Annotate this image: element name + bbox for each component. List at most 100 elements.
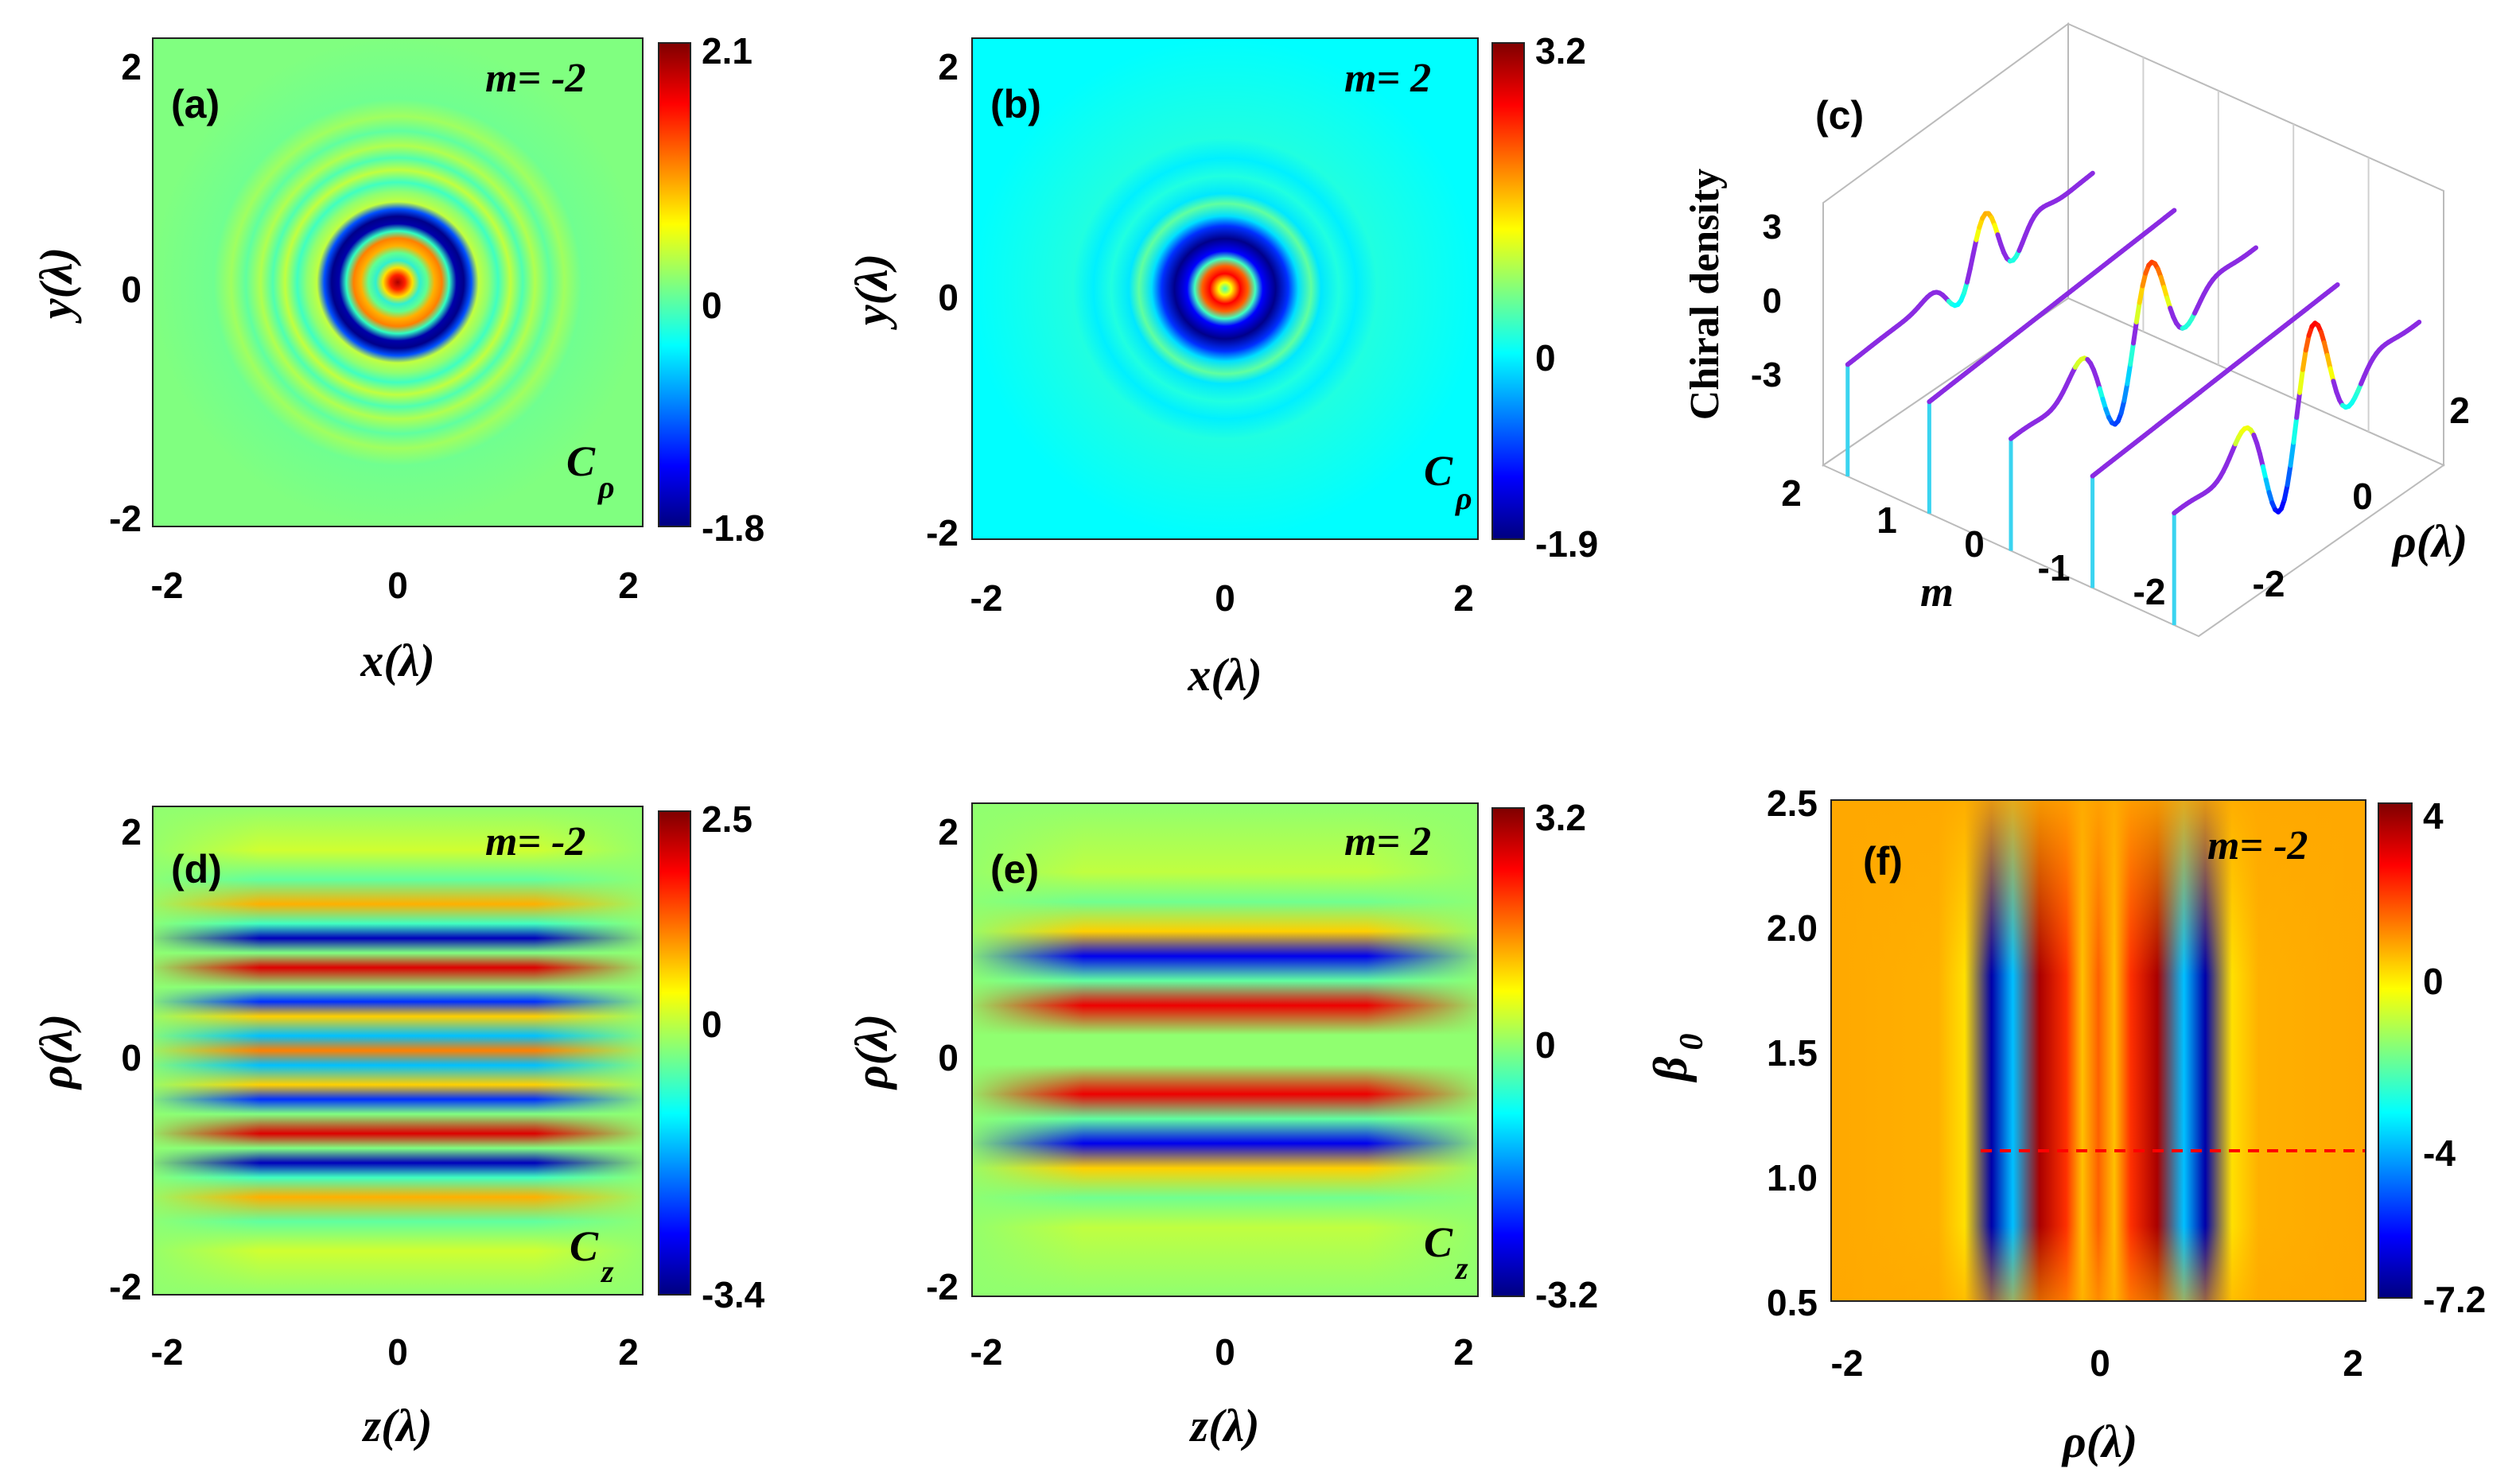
curve-m-2 [2086, 170, 2095, 178]
svg-text:ρ: ρ [597, 469, 615, 505]
cbar-tick-d-zero: 0 [702, 1004, 722, 1045]
plot-frame-f [1830, 799, 2366, 1302]
cbar-tick-a-min: -1.8 [702, 507, 764, 549]
panel-b: (b) m= 2 C ρ 2 0 -2 -2 0 2 x(λ) y(λ) 3.2… [846, 30, 1598, 701]
svg-text:z: z [1454, 1250, 1468, 1286]
curve-m-0 [2131, 320, 2139, 346]
heatmap-a [153, 38, 643, 526]
cbar-tick-f-4: 4 [2423, 795, 2444, 837]
cbar-tick-d-min: -3.4 [702, 1274, 765, 1315]
annotation-e: m= 2 [1344, 819, 1431, 864]
ylabel-b: y(λ) [846, 254, 897, 330]
cbar-tick-b-max: 3.2 [1535, 30, 1586, 72]
cbar-tick-a-zero: 0 [702, 285, 722, 326]
curve-m--2 [2281, 482, 2290, 503]
xtick-f-left: -2 [1831, 1342, 1864, 1384]
xtick-e-right: 2 [1453, 1331, 1474, 1373]
svg-text:ρ: ρ [1455, 480, 1472, 516]
xlabel-d: z(λ) [362, 1400, 433, 1451]
ytick-a-top: 2 [121, 46, 142, 87]
cbar-tick-e-zero: 0 [1535, 1024, 1556, 1066]
xtick-a-mid: 0 [387, 565, 408, 606]
curve-m--2 [2297, 367, 2305, 395]
heatmap-f-fade [1831, 800, 2366, 1301]
xtick-b-left: -2 [970, 577, 1003, 619]
ytick-d-mid: 0 [121, 1037, 142, 1078]
annotation-a: m= -2 [485, 56, 585, 101]
svg-text:C: C [1424, 447, 1453, 495]
curve-m-0 [2137, 283, 2145, 305]
mtick-c-m1: -1 [2038, 547, 2071, 589]
ztick-c-3: 3 [1763, 208, 1782, 247]
ytick-f-2p0: 2.0 [1767, 907, 1818, 949]
plot-frame-a [152, 37, 644, 527]
curve-m-0 [2133, 300, 2142, 325]
curve-m--1 [2331, 282, 2340, 290]
ytick-e-mid: 0 [938, 1037, 959, 1078]
panel-d: (d) m= -2 C z 2 0 -2 -2 0 2 z(λ) ρ(λ) 2.… [30, 798, 765, 1451]
ytick-f-0p5: 0.5 [1767, 1282, 1818, 1323]
ytick-e-top: 2 [938, 811, 959, 853]
xlabel-c: m [1920, 568, 1954, 616]
mtick-c-2: 2 [1781, 472, 1802, 514]
curve-m--2 [2288, 440, 2296, 468]
cbar-tick-d-max: 2.5 [702, 798, 752, 840]
colorbar-e [1491, 807, 1525, 1297]
floor-c [1821, 297, 2446, 638]
cbar-tick-b-min: -1.9 [1535, 523, 1598, 565]
curve-m-2 [1970, 237, 1979, 257]
curve-m-2 [1967, 251, 1976, 272]
panel-label-c: (c) [1815, 93, 1864, 138]
ytick-b-top: 2 [938, 46, 959, 87]
xtick-f-right: 2 [2343, 1342, 2363, 1384]
xlabel-a: x(λ) [360, 635, 434, 686]
rhotick-c-0: 0 [2352, 476, 2373, 517]
panel-label-a: (a) [171, 82, 220, 126]
ytick-b-bot: -2 [926, 512, 959, 554]
ytick-e-bot: -2 [926, 1266, 959, 1307]
colorbar-a [658, 42, 691, 527]
colorbar-f [2378, 802, 2413, 1299]
xlabel-b: x(λ) [1187, 649, 1262, 701]
panel-e: (e) m= 2 C z 2 0 -2 -2 0 2 z(λ) ρ(λ) 3.2… [846, 797, 1598, 1451]
mtick-c-0: 0 [1964, 523, 1985, 565]
zlabel-c: Chiral density [1682, 169, 1728, 420]
panel-label-f: (f) [1863, 839, 1903, 884]
xlabel-f: ρ(λ) [2061, 1416, 2137, 1467]
curve-m--2 [2303, 332, 2312, 353]
svg-text:C: C [1424, 1218, 1453, 1266]
xtick-f-mid: 0 [2090, 1342, 2110, 1384]
cbar-tick-e-max: 3.2 [1535, 797, 1586, 838]
xlabel-e: z(λ) [1189, 1400, 1260, 1451]
ytick-f-2p5: 2.5 [1767, 783, 1818, 824]
cbar-tick-b-zero: 0 [1535, 337, 1556, 379]
curve-m-0 [2125, 362, 2133, 387]
panel-label-b: (b) [990, 82, 1041, 126]
cbar-tick-f-m4: -4 [2423, 1132, 2456, 1174]
ytick-a-bot: -2 [109, 498, 142, 539]
svg-text:C: C [570, 1222, 599, 1270]
curve-m-0 [2121, 381, 2130, 403]
rhotick-c-m2: -2 [2253, 563, 2285, 604]
cbar-tick-f-0: 0 [2423, 961, 2444, 1002]
ztick-c-m3: -3 [1751, 355, 1782, 394]
xtick-d-right: 2 [618, 1331, 639, 1373]
ytick-f-1p0: 1.0 [1767, 1157, 1818, 1198]
curve-m--2 [2294, 390, 2303, 421]
svg-text:C: C [566, 437, 596, 485]
colorbar-b [1491, 42, 1525, 540]
xtick-a-left: -2 [151, 565, 184, 606]
svg-text:z: z [600, 1253, 614, 1289]
xtick-b-mid: 0 [1215, 577, 1235, 619]
mtick-c-m2: -2 [2133, 571, 2166, 612]
ylabel-a: y(λ) [30, 247, 82, 324]
svg-text:0: 0 [1674, 1034, 1710, 1051]
corner-label-a: C ρ [566, 437, 615, 505]
panel-f: (f) m= -2 2.5 2.0 1.5 1.0 0.5 -2 0 2 ρ(λ… [1644, 783, 2486, 1467]
ytick-a-mid: 0 [121, 269, 142, 310]
xtick-d-left: -2 [151, 1331, 184, 1373]
panel-a: (a) m= -2 C ρ 2 0 -2 -2 0 2 x(λ) y(λ) 2.… [30, 30, 764, 686]
plot-frame-e [971, 802, 1479, 1297]
stems-c [1845, 364, 2176, 625]
